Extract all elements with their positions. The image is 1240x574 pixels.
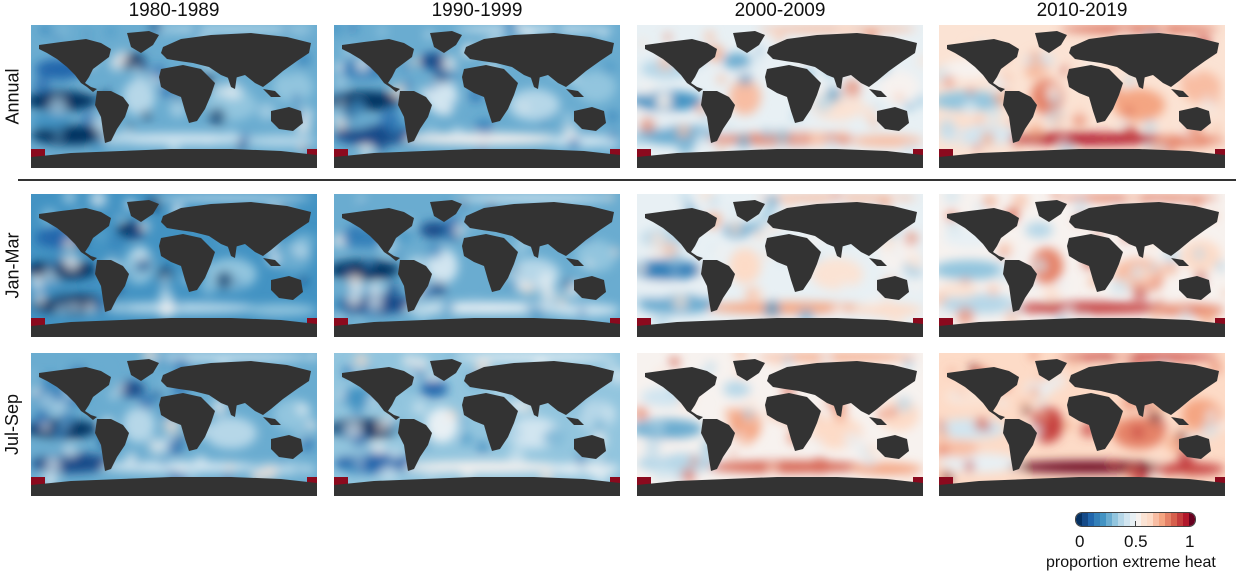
column-title-2000s: 2000-2009 [734, 0, 826, 21]
column-title-1990s: 1990-1999 [431, 0, 523, 21]
colorbar-swatch [1099, 513, 1106, 526]
map-panel-jul-sep-1990-1999 [334, 353, 620, 496]
colorbar-swatch [1135, 513, 1142, 526]
row-label-annual: Annual [0, 25, 26, 168]
column-title-2010s: 2010-2019 [1036, 0, 1128, 21]
colorbar-swatch [1165, 513, 1172, 526]
colorbar-swatch [1129, 513, 1136, 526]
colorbar-swatch [1189, 513, 1195, 526]
map-panel-jan-mar-2010-2019 [939, 194, 1225, 337]
map-panel-jan-mar-1980-1989 [31, 194, 317, 337]
map-panel-annual-2000-2009 [637, 25, 923, 168]
colorbar-swatch [1153, 513, 1160, 526]
map-panel-jan-mar-2000-2009 [637, 194, 923, 337]
map-panel-jul-sep-2010-2019 [939, 353, 1225, 496]
colorbar-swatch [1141, 513, 1148, 526]
map-panel-jan-mar-1990-1999 [334, 194, 620, 337]
map-panel-annual-2010-2019 [939, 25, 1225, 168]
colorbar-swatch [1081, 513, 1088, 526]
map-panel-annual-1980-1989 [31, 25, 317, 168]
map-panel-jul-sep-2000-2009 [637, 353, 923, 496]
colorbar-swatch [1183, 513, 1190, 526]
colorbar-swatch [1111, 513, 1118, 526]
colorbar-swatch [1123, 513, 1130, 526]
row-label-jul-sep-text: Jul-Sep [2, 393, 23, 456]
colorbar-tick-0: 0 [1075, 532, 1085, 551]
colorbar-swatch [1159, 513, 1166, 526]
map-panel-jul-sep-1980-1989 [31, 353, 317, 496]
colorbar-swatch [1093, 513, 1100, 526]
row-label-jul-sep: Jul-Sep [0, 353, 26, 496]
colorbar-swatch [1147, 513, 1154, 526]
colorbar-swatch [1117, 513, 1124, 526]
colorbar-swatch [1177, 513, 1184, 526]
colorbar-swatch [1076, 513, 1082, 526]
colorbar-tick-1: 1 [1185, 532, 1195, 551]
colorbar-title: proportion extreme heat [1046, 554, 1216, 571]
colorbar-swatch [1171, 513, 1178, 526]
map-panel-annual-1990-1999 [334, 25, 620, 168]
row-separator-line [18, 179, 1236, 181]
row-label-jan-mar: Jan-Mar [0, 194, 26, 337]
column-title-1980s: 1980-1989 [128, 0, 220, 21]
colorbar-tick-0-5: 0.5 [1124, 532, 1148, 551]
colorbar-swatch [1105, 513, 1112, 526]
row-label-jan-mar-text: Jan-Mar [2, 232, 23, 299]
row-label-annual-text: Annual [2, 68, 23, 125]
colorbar-midpoint-tick [1135, 521, 1136, 527]
colorbar-swatch [1087, 513, 1094, 526]
